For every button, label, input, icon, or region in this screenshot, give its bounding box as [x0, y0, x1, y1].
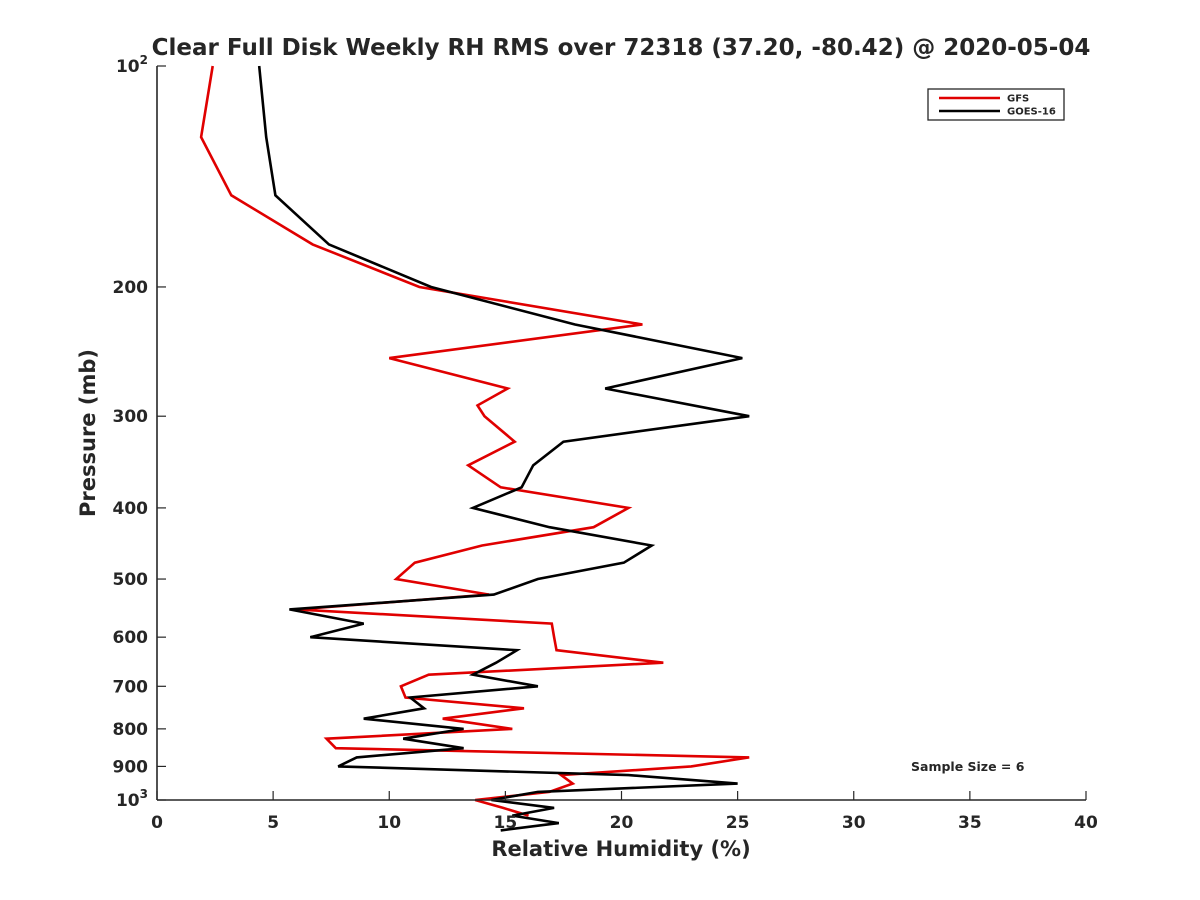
x-axis-label: Relative Humidity (%): [491, 837, 750, 861]
y-axis-ticks: 102 200 300 400 500 600 700 800 900 103: [113, 53, 166, 811]
series-layer: [199, 65, 750, 832]
legend: GFS GOES-16: [927, 88, 1065, 121]
series-line-goes-16: [257, 65, 750, 832]
legend-label-goes-16: GOES-16: [1007, 107, 1056, 118]
x-tick-label-40: 40: [1074, 813, 1098, 833]
y-tick-label-100: 102: [116, 53, 148, 77]
x-tick-label-15: 15: [494, 813, 518, 833]
x-tick-label-35: 35: [958, 813, 982, 833]
y-tick-label-800: 800: [113, 720, 149, 740]
x-tick-label-25: 25: [726, 813, 750, 833]
x-tick-label-20: 20: [610, 813, 634, 833]
x-tick-label-0: 0: [151, 813, 163, 833]
chart-title: Clear Full Disk Weekly RH RMS over 72318…: [152, 35, 1091, 61]
x-tick-label-5: 5: [267, 813, 279, 833]
y-tick-label-500: 500: [113, 570, 149, 590]
y-tick-label-1000: 103: [116, 787, 148, 811]
x-axis-ticks: 0 5 10 15 20 25 30 35 40: [151, 791, 1098, 833]
sample-size-annotation: Sample Size = 6: [911, 759, 1025, 774]
x-tick-label-10: 10: [377, 813, 401, 833]
series-line-gfs: [199, 65, 750, 817]
y-tick-label-600: 600: [113, 628, 149, 648]
y-tick-label-700: 700: [113, 677, 149, 697]
y-tick-label-900: 900: [113, 757, 149, 777]
y-tick-label-200: 200: [113, 278, 149, 298]
x-tick-label-30: 30: [842, 813, 866, 833]
y-tick-label-300: 300: [113, 407, 149, 427]
y-axis-label: Pressure (mb): [76, 349, 100, 517]
y-tick-label-400: 400: [113, 499, 149, 519]
legend-box: [927, 88, 1065, 121]
legend-label-gfs: GFS: [1007, 94, 1029, 105]
